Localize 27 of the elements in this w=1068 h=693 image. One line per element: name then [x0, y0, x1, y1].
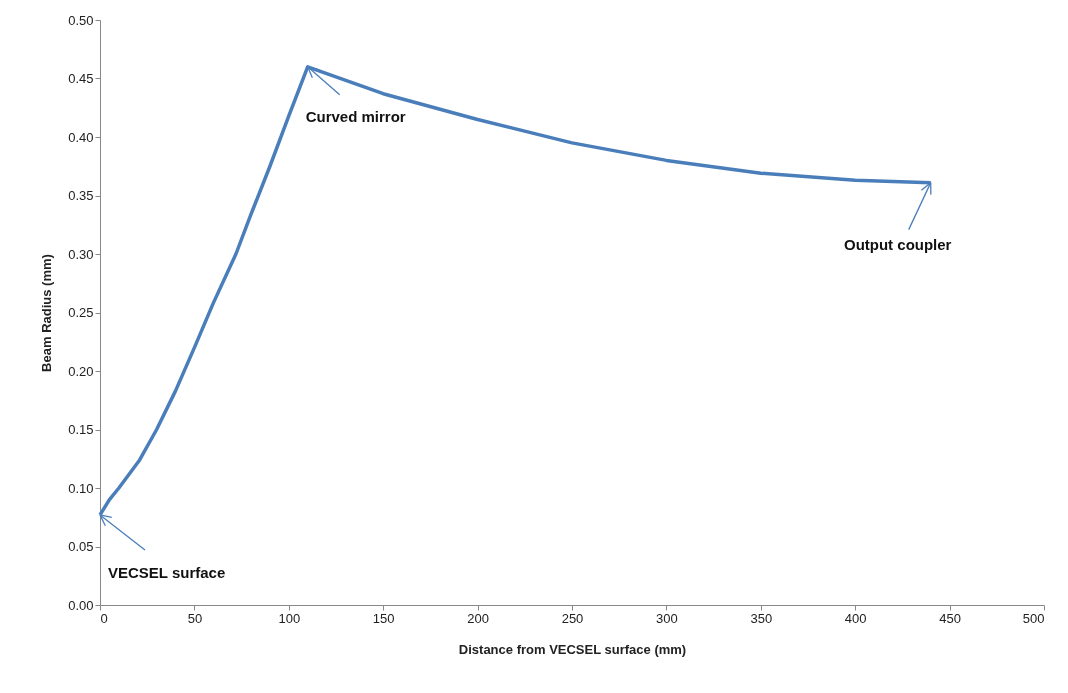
- x-tick-label: 100: [278, 610, 301, 626]
- y-tick-label: 0.45: [68, 71, 94, 86]
- annotation: Output coupler: [843, 235, 952, 253]
- y-tick-label: 0.10: [68, 480, 94, 496]
- x-tick-label: 150: [372, 610, 395, 626]
- x-tick-label: 0: [100, 610, 108, 626]
- annotation: Curved mirror: [305, 107, 406, 125]
- x-tick-label: 250: [561, 610, 584, 626]
- y-tick-label: 0.40: [68, 129, 94, 145]
- y-tick-label: 0.05: [68, 539, 94, 554]
- x-axis-title: Distance from VECSEL surface (mm): [458, 641, 687, 657]
- y-tick-label: 0.15: [68, 422, 94, 437]
- x-tick-label: 50: [187, 610, 203, 626]
- annotation: VECSEL surface: [108, 563, 226, 581]
- y-tick-label: 0.50: [68, 12, 94, 28]
- x-tick-label: 500: [1022, 610, 1045, 626]
- y-tick-label: 0.25: [68, 305, 94, 320]
- y-axis-title: Beam Radius (mm): [39, 254, 55, 372]
- x-tick-label: 200: [467, 610, 489, 626]
- y-tick-label: 0.00: [68, 597, 94, 613]
- x-tick-label: 300: [656, 610, 678, 626]
- x-tick-label: 350: [750, 610, 773, 626]
- x-tick-label: 400: [844, 610, 867, 626]
- y-tick-label: 0.20: [68, 363, 94, 379]
- y-tick-label: 0.35: [68, 188, 94, 203]
- y-tick-label: 0.30: [68, 246, 94, 262]
- x-tick-label: 450: [939, 610, 961, 626]
